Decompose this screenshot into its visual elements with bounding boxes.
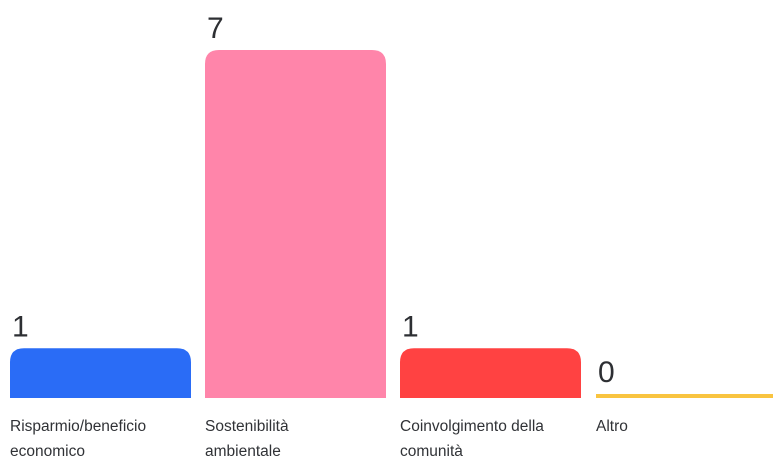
bar-2 (400, 348, 581, 398)
category-label-1: Sostenibilità ambientale (205, 418, 289, 460)
value-label-2: 1 (402, 310, 419, 343)
category-label-2: Coinvolgimento della comunità (400, 418, 544, 460)
category-label-3: Altro (596, 418, 628, 435)
value-label-3: 0 (598, 356, 615, 389)
value-label-1: 7 (207, 12, 224, 45)
category-label-0: Risparmio/beneficio economico (10, 418, 146, 460)
value-label-0: 1 (12, 310, 29, 343)
bar-0 (10, 348, 191, 398)
bar-1 (205, 50, 386, 398)
bar-3 (596, 394, 773, 398)
